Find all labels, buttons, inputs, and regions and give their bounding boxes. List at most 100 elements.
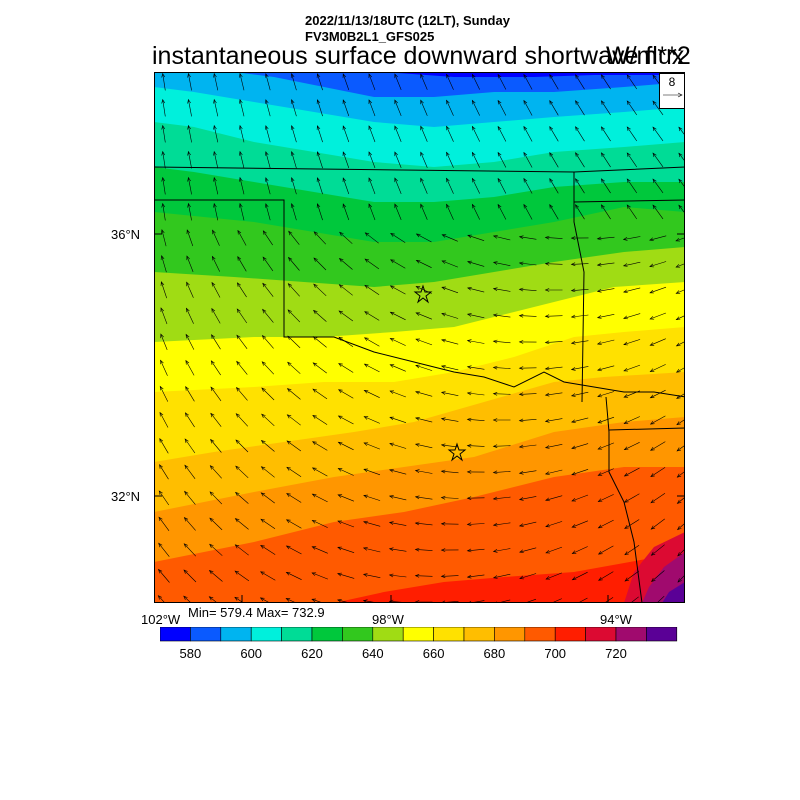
wind-vector-head xyxy=(626,204,631,209)
wind-vector-head xyxy=(492,549,498,553)
wind-vector-head xyxy=(259,597,265,602)
wind-vector-head xyxy=(288,256,293,262)
wind-vector xyxy=(287,414,301,426)
wind-vector xyxy=(394,177,402,195)
wind-vector-head xyxy=(596,315,602,319)
wind-vector-head xyxy=(212,229,216,235)
wind-vector xyxy=(188,125,192,143)
wind-vector-head xyxy=(650,525,656,530)
wind-vector xyxy=(364,285,380,295)
wind-vector-head xyxy=(235,491,240,497)
wind-vector-head xyxy=(187,202,191,208)
wind-vector xyxy=(317,177,323,195)
wind-vector xyxy=(523,126,533,142)
wind-vector xyxy=(210,386,222,402)
wind-vector-head xyxy=(440,522,446,526)
wind-vector-head xyxy=(549,178,554,183)
wind-vector-head xyxy=(523,73,528,79)
wind-vector-head xyxy=(183,595,188,601)
wind-vector xyxy=(650,492,666,504)
wind-vector xyxy=(467,287,485,293)
wind-vector-head xyxy=(571,524,577,528)
wind-vector-head xyxy=(440,443,446,448)
wind-vector xyxy=(162,73,166,91)
colorbar-tick-label: 640 xyxy=(362,646,384,661)
wind-vector xyxy=(626,152,638,168)
wind-vector-head xyxy=(466,443,472,448)
wind-vector xyxy=(213,151,219,169)
wind-vector xyxy=(364,311,380,321)
wind-vector xyxy=(159,438,169,454)
wind-vector xyxy=(497,74,507,90)
wind-vector-head xyxy=(187,98,191,104)
wind-vector-head xyxy=(626,100,631,105)
wind-vector xyxy=(239,151,245,169)
wind-vector-head xyxy=(492,444,498,448)
wind-vector-head xyxy=(389,390,395,394)
wind-vector xyxy=(441,575,459,577)
wind-vector xyxy=(234,570,250,582)
wind-vector xyxy=(545,418,563,422)
wind-vector xyxy=(390,338,406,346)
wind-vector-head xyxy=(467,287,472,291)
wind-vector-head xyxy=(239,202,243,208)
wind-vector-head xyxy=(185,386,189,391)
wind-vector xyxy=(212,230,220,246)
wind-vector xyxy=(260,571,276,581)
wind-vector xyxy=(239,125,245,143)
wind-vector xyxy=(571,443,589,449)
wind-vector xyxy=(368,99,376,117)
wind-vector-head xyxy=(518,523,524,527)
wind-vector-head xyxy=(571,419,576,423)
plot-units-title: W/m**2 xyxy=(606,42,691,70)
wind-vector xyxy=(472,152,480,168)
wind-vector xyxy=(472,126,480,142)
wind-vector xyxy=(441,313,459,319)
wind-vector xyxy=(235,518,249,530)
wind-vector-head xyxy=(622,237,628,241)
wind-vector-head xyxy=(544,419,550,423)
wind-vector-head xyxy=(575,100,579,105)
wind-vector-head xyxy=(624,551,629,556)
wind-vector-head xyxy=(549,126,554,131)
wind-vector-head xyxy=(287,309,292,314)
wind-vector-head xyxy=(626,152,631,157)
wind-vector-head xyxy=(467,234,472,239)
wind-vector-head xyxy=(518,497,524,501)
wind-vector-head xyxy=(213,150,217,156)
wind-vector xyxy=(650,389,666,399)
wind-vector-head xyxy=(523,203,528,209)
wind-vector-head xyxy=(290,125,295,130)
colorbar-swatch xyxy=(433,627,465,642)
wind-vector xyxy=(572,571,588,581)
wind-vector xyxy=(545,315,563,317)
wind-vector-head xyxy=(394,99,398,105)
wind-vector-head xyxy=(467,260,472,265)
wind-vector xyxy=(441,339,459,345)
wind-vector-head xyxy=(185,333,190,339)
wind-vector xyxy=(183,543,197,557)
lat-label-32n: 32°N xyxy=(111,489,141,504)
wind-vector-head xyxy=(446,73,450,79)
wind-vector-head xyxy=(363,468,369,473)
wind-vector xyxy=(287,388,301,400)
wind-vector xyxy=(467,574,485,578)
wind-vector xyxy=(597,288,615,292)
wind-vector xyxy=(364,390,380,398)
wind-vector xyxy=(389,548,407,552)
wind-vector xyxy=(185,412,195,428)
wind-vector xyxy=(624,467,640,477)
wind-vector-head xyxy=(337,520,343,525)
colorbar-tick-label: 600 xyxy=(240,646,262,661)
wind-vector-head xyxy=(265,73,269,78)
wind-vector-head xyxy=(211,334,215,339)
colorbar-swatch xyxy=(250,627,282,642)
wind-vector xyxy=(571,494,589,502)
wind-vector-head xyxy=(363,416,369,420)
wind-vector-head xyxy=(368,177,373,183)
wind-vector xyxy=(389,522,407,526)
wind-vector xyxy=(493,288,511,292)
wind-vector-head xyxy=(287,361,292,367)
wind-vector-head xyxy=(519,549,524,553)
wind-vector-head xyxy=(600,126,605,131)
